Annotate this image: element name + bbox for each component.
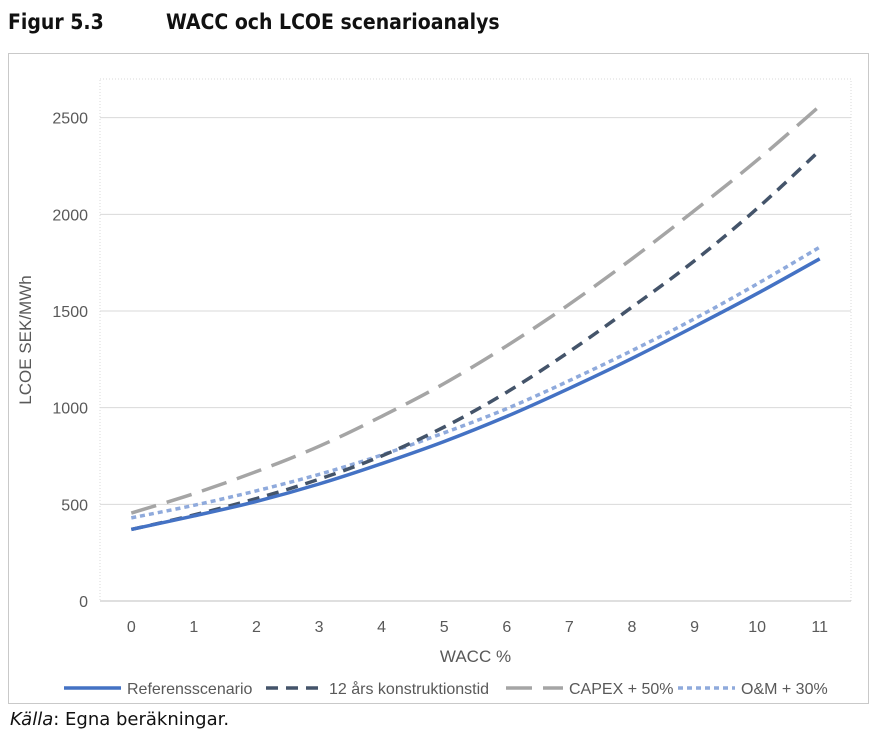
x-tick-label: 3 (315, 619, 324, 636)
x-tick-label: 1 (189, 619, 198, 636)
x-tick-label: 8 (628, 619, 637, 636)
y-tick-label: 500 (61, 497, 88, 514)
figure-title: WACC och LCOE scenarioanalys (166, 10, 500, 34)
source-label: Källa (10, 709, 54, 730)
y-tick-label: 1500 (52, 304, 88, 321)
x-tick-label: 4 (377, 619, 386, 636)
line-chart: 0 500 1000 1500 2000 2500 0 1 2 3 4 5 6 7 8 9 10 11 WACC %… (16, 78, 852, 698)
series-line-12-rs-konstruktionstid (130, 149, 821, 532)
plot-area (99, 78, 852, 602)
x-tick-label: 9 (690, 619, 699, 636)
source-note: Källa: Egna beräkningar. (10, 709, 229, 730)
legend-label: O&M + 30% (741, 681, 828, 698)
figure-number: Figur 5.3 (8, 10, 104, 34)
x-tick-label: 5 (440, 619, 449, 636)
y-tick-label: 1000 (52, 401, 88, 418)
y-tick-label: 2500 (52, 111, 88, 128)
legend-label: Referensscenario (127, 681, 253, 698)
x-tick-label: 0 (127, 619, 136, 636)
source-text: : Egna beräkningar. (53, 709, 230, 730)
x-tick-label: 7 (565, 619, 574, 636)
series-line-capex-50 (130, 104, 821, 515)
series-line-referensscenario (130, 257, 821, 532)
legend-label: 12 års konstruktionstid (329, 680, 489, 698)
x-tick-label: 11 (811, 619, 828, 636)
y-axis-title: LCOE SEK/MWh (16, 275, 35, 404)
x-tick-label: 6 (502, 619, 511, 636)
figure-header: Figur 5.3 WACC och LCOE scenarioanalys (8, 6, 500, 38)
x-tick-label: 2 (252, 619, 261, 636)
chart-frame: 0 500 1000 1500 2000 2500 0 1 2 3 4 5 6 7 8 9 10 11 WACC %… (8, 53, 869, 704)
y-tick-label: 2000 (52, 207, 88, 224)
series-line-o-m-30 (130, 245, 821, 520)
x-axis-title: WACC % (440, 647, 511, 666)
y-tick-label: 0 (79, 594, 88, 611)
legend-label: CAPEX + 50% (569, 681, 674, 698)
x-tick-label: 10 (748, 619, 766, 636)
